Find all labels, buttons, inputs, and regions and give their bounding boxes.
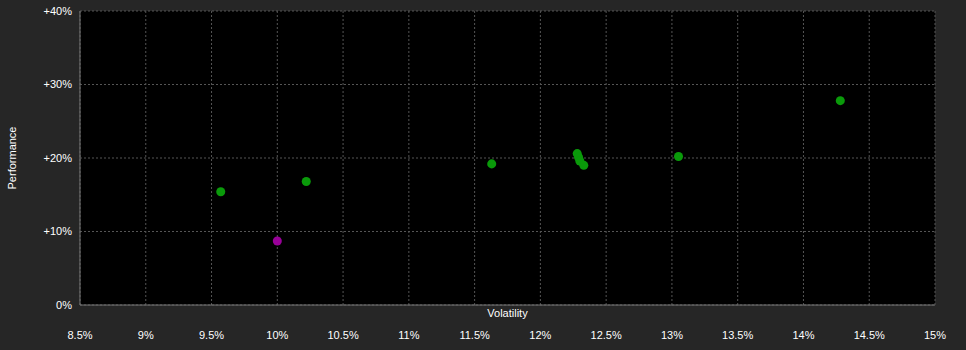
svg-text:+10%: +10% (44, 225, 73, 237)
svg-text:10.5%: 10.5% (327, 329, 358, 341)
svg-text:9.5%: 9.5% (199, 329, 224, 341)
svg-text:13.5%: 13.5% (722, 329, 753, 341)
svg-text:9%: 9% (138, 329, 154, 341)
svg-text:12%: 12% (529, 329, 551, 341)
svg-text:11.5%: 11.5% (459, 329, 490, 341)
svg-text:+30%: +30% (44, 78, 73, 90)
svg-text:14%: 14% (792, 329, 814, 341)
svg-text:Performance: Performance (8, 127, 18, 190)
svg-text:Volatility: Volatility (487, 307, 528, 319)
svg-text:0%: 0% (56, 299, 72, 311)
svg-text:13%: 13% (661, 329, 683, 341)
svg-text:14.5%: 14.5% (854, 329, 885, 341)
svg-text:10%: 10% (266, 329, 288, 341)
svg-text:11%: 11% (398, 329, 419, 341)
svg-text:+40%: +40% (44, 5, 73, 17)
svg-text:+20%: +20% (44, 152, 73, 164)
svg-text:12.5%: 12.5% (591, 329, 622, 341)
svg-text:8.5%: 8.5% (67, 329, 92, 341)
svg-text:15%: 15% (924, 329, 946, 341)
